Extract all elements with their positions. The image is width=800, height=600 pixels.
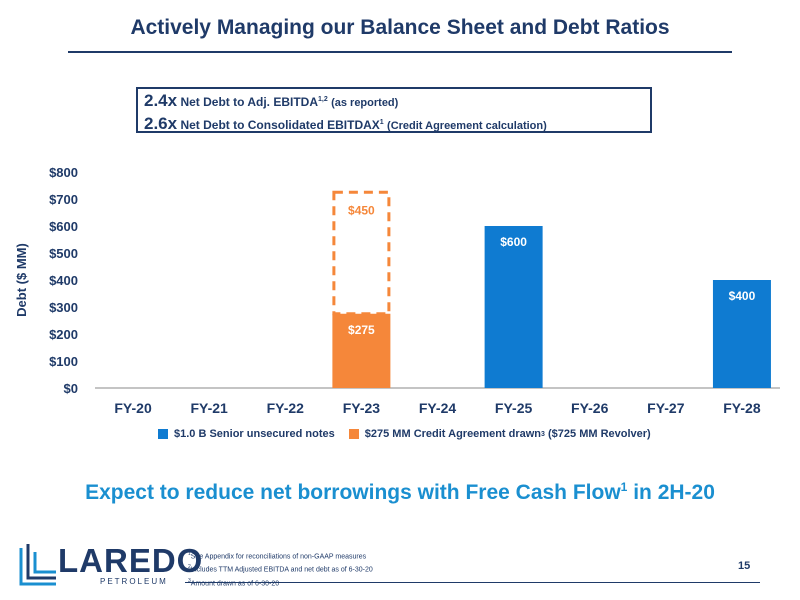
x-tick-label: FY-23 — [343, 400, 381, 416]
x-tick-label: FY-26 — [571, 400, 609, 416]
y-axis-label: Debt ($ MM) — [14, 243, 29, 317]
page-title: Actively Managing our Balance Sheet and … — [130, 16, 670, 39]
ratio-label: Net Debt to Adj. EBITDA — [180, 95, 318, 109]
legend-footnote-ref: 3 — [541, 430, 545, 438]
logo-subtitle: PETROLEUM — [100, 577, 168, 586]
legend-label: $1.0 B Senior unsecured notes — [174, 428, 335, 440]
footnote-text: See Appendix for reconciliations of non-… — [190, 553, 367, 561]
undrawn-data-label: $450 — [348, 203, 375, 217]
x-tick-label: FY-24 — [419, 400, 457, 416]
bar-data-label: $400 — [729, 289, 756, 303]
y-tick-label: $0 — [64, 381, 78, 396]
tagline: Expect to reduce net borrowings with Fre… — [0, 480, 800, 505]
footnote-text: Amount drawn as of 6-30-20 — [190, 579, 280, 587]
y-tick-label: $600 — [49, 219, 78, 234]
footnote: 3Amount drawn as of 6-30-20 — [188, 576, 373, 589]
bar-data-label: $600 — [500, 235, 527, 249]
y-tick-label: $100 — [49, 354, 78, 369]
logo-wordmark: LAREDO — [58, 542, 204, 579]
ratio-note: (Credit Agreement calculation) — [387, 120, 547, 132]
title-divider — [68, 51, 732, 53]
ratio-footnote-ref: 1 — [379, 119, 384, 126]
footnotes: 1See Appendix for reconciliations of non… — [188, 549, 373, 589]
footnote-number: 2 — [188, 564, 191, 571]
x-tick-label: FY-20 — [114, 400, 152, 416]
debt-maturity-chart: Debt ($ MM) $0 $100 $200 $300 $400 $500 $600 $70… — [14, 165, 780, 416]
legend-swatch-blue — [158, 429, 168, 439]
bar — [332, 313, 391, 388]
laredo-logo: LAREDO PETROLEUM — [18, 540, 202, 590]
y-tick-label: $300 — [49, 300, 78, 315]
y-tick-label: $800 — [49, 165, 78, 180]
page-number: 15 — [738, 560, 751, 572]
debt-ratio-box: 2.4x Net Debt to Adj. EBITDA1,2 (as repo… — [136, 87, 652, 133]
x-tick-label: FY-25 — [495, 400, 533, 416]
chart-legend: $1.0 B Senior unsecured notes $275 MM Cr… — [158, 428, 665, 440]
ratio-line-2: 2.6x Net Debt to Consolidated EBITDAX1 (… — [144, 113, 644, 136]
y-tick-label: $400 — [49, 273, 78, 288]
ratio-note: (as reported) — [331, 97, 399, 109]
tagline-text: Expect to reduce net borrowings with Fre… — [85, 481, 621, 504]
legend-item-senior-notes: $1.0 B Senior unsecured notes — [158, 428, 335, 440]
x-tick-label: FY-21 — [190, 400, 228, 416]
footnote-number: 3 — [188, 577, 191, 584]
legend-swatch-orange — [348, 429, 359, 439]
footnote: 2Includes TTM Adjusted EBITDA and net de… — [188, 562, 373, 575]
y-tick-label: $500 — [49, 246, 78, 261]
footnote: 1See Appendix for reconciliations of non… — [188, 549, 373, 562]
footnote-text: Includes TTM Adjusted EBITDA and net deb… — [190, 566, 373, 574]
legend-item-credit-agreement: $275 MM Credit Agreement drawn 3 ($725 MM… — [348, 428, 651, 440]
ratio-label: Net Debt to Consolidated EBITDAX — [180, 118, 380, 132]
y-tick-label: $700 — [49, 192, 78, 207]
footnote-number: 1 — [188, 551, 191, 557]
x-tick-label: FY-28 — [723, 400, 761, 416]
legend-label: $275 MM Credit Agreement drawn — [364, 428, 542, 440]
bar — [484, 226, 543, 388]
bar-data-label: $275 — [348, 323, 375, 337]
ratio-line-1: 2.4x Net Debt to Adj. EBITDA1,2 (as repo… — [144, 90, 644, 113]
ratio-footnote-ref: 1,2 — [318, 96, 328, 103]
legend-suffix: ($725 MM Revolver) — [548, 428, 651, 440]
footer-divider — [185, 582, 760, 583]
undrawn-bar-outline — [332, 190, 391, 316]
x-tick-label: FY-22 — [267, 400, 305, 416]
y-tick-label: $200 — [49, 327, 78, 342]
bar — [712, 280, 771, 388]
x-tick-label: FY-27 — [647, 400, 685, 416]
tagline-suffix: in 2H-20 — [633, 481, 715, 504]
tagline-footnote-ref: 1 — [620, 480, 628, 494]
logo-mark-icon — [19, 544, 56, 586]
ratio-value: 2.6x — [144, 114, 178, 133]
ratio-value: 2.4x — [144, 91, 178, 110]
